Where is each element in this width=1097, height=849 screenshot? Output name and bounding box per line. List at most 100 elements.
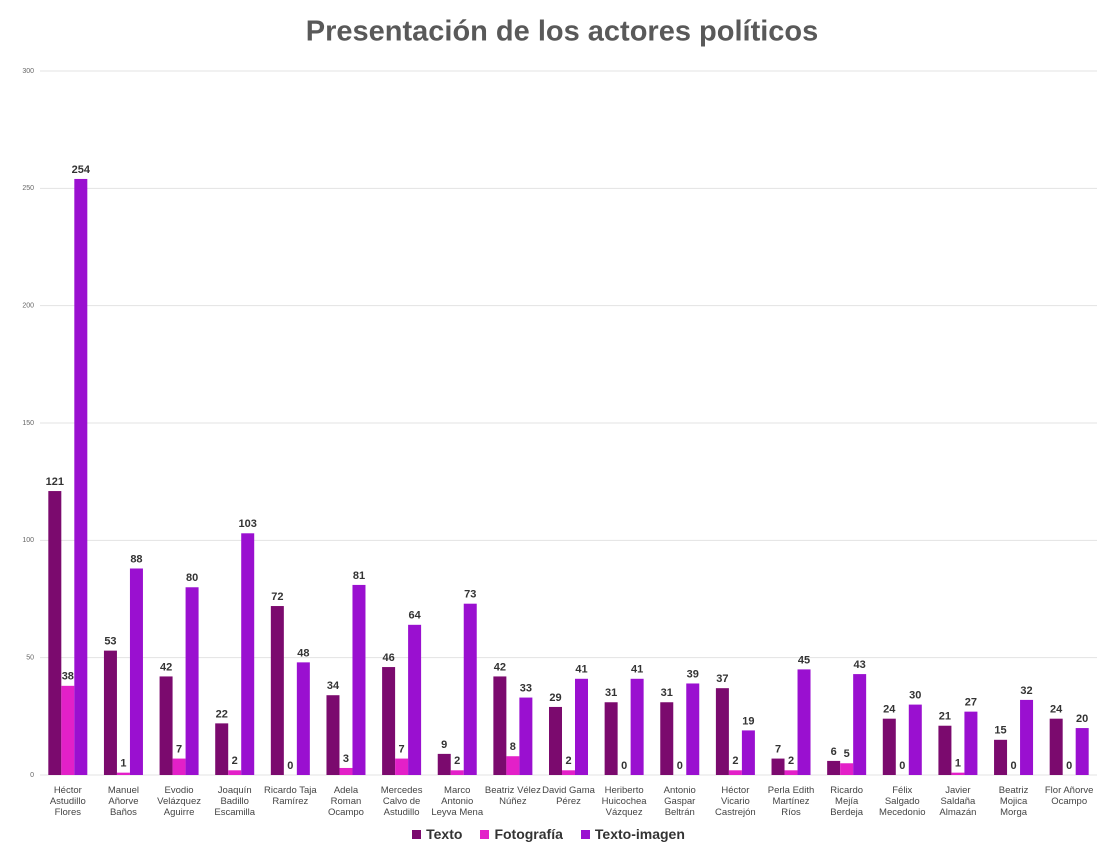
bar	[964, 711, 978, 775]
data-label: 29	[549, 692, 561, 704]
data-label: 15	[994, 725, 1006, 737]
legend-item: Texto	[412, 826, 462, 842]
bar	[463, 603, 477, 775]
bar	[326, 695, 340, 775]
x-tick-label: Beatriz Mojica Morga	[998, 785, 1029, 818]
data-label: 6	[831, 746, 837, 758]
bar	[296, 662, 310, 775]
legend-label: Texto	[426, 826, 463, 842]
legend: Texto Fotografía Texto-imagen	[0, 826, 1097, 842]
bar	[172, 758, 186, 775]
x-tick-label: Marco Antonio Leyva Mena	[431, 785, 484, 818]
bar	[840, 763, 854, 775]
data-label: 81	[353, 570, 365, 582]
data-label: 22	[216, 708, 228, 720]
x-tick-label: Perla Edith Martínez Ríos	[767, 785, 815, 818]
bar	[938, 725, 952, 775]
data-label: 7	[399, 743, 405, 755]
y-tick-label: 250	[22, 185, 34, 192]
bar	[741, 730, 755, 775]
legend-swatch	[412, 830, 422, 839]
bar	[61, 685, 75, 775]
bar	[604, 702, 618, 775]
bar	[951, 772, 965, 775]
chart-title: Presentación de los actores políticos	[306, 16, 819, 48]
x-tick-label: David Gama Pérez	[542, 785, 595, 807]
x-tick-label: Javier Saldaña Almazán	[939, 785, 977, 818]
bar	[116, 772, 130, 775]
data-label: 64	[408, 610, 421, 622]
y-tick-label: 100	[22, 537, 34, 544]
data-label: 32	[1020, 685, 1032, 697]
data-label: 9	[441, 739, 447, 751]
data-label: 73	[464, 589, 476, 601]
bar	[994, 739, 1008, 775]
data-label: 88	[130, 553, 142, 565]
x-tick-label: Félix Salgado Mecedonio	[879, 785, 926, 818]
data-label: 3	[343, 753, 349, 765]
data-label: 0	[677, 760, 683, 772]
legend-swatch	[580, 830, 590, 839]
x-tick-label: Joaquín Badillo Escamilla	[214, 785, 256, 818]
data-label: 39	[687, 668, 699, 680]
bar	[1020, 699, 1034, 775]
bar	[519, 697, 533, 775]
bar	[549, 706, 562, 775]
data-label: 7	[176, 743, 182, 755]
bar	[408, 624, 422, 775]
bar	[129, 568, 143, 775]
bar	[882, 718, 896, 775]
bar	[827, 760, 841, 775]
data-label: 24	[1050, 704, 1063, 716]
data-label: 53	[104, 636, 116, 648]
bar	[1049, 718, 1063, 775]
data-label: 21	[939, 711, 951, 723]
data-label: 42	[494, 661, 506, 673]
data-label: 1	[955, 758, 961, 770]
x-tick-label: Heriberto Huicochea Vázquez	[601, 785, 647, 818]
x-tick-label: Ricardo Mejía Berdeja	[830, 785, 864, 818]
bar	[339, 767, 353, 775]
data-label: 20	[1076, 713, 1088, 725]
x-tick-label: Flor Añorve Ocampo	[1044, 785, 1094, 807]
bar	[715, 688, 729, 775]
data-label: 31	[605, 687, 617, 699]
bar	[797, 669, 811, 775]
bar	[159, 676, 173, 775]
data-label: 2	[732, 755, 738, 767]
data-label: 80	[186, 572, 198, 584]
data-label: 0	[1066, 760, 1072, 772]
x-tick-label: Manuel Añorve Baños	[107, 785, 140, 818]
y-tick-label: 0	[30, 772, 34, 779]
bar	[728, 770, 742, 775]
x-tick-label: Adela Roman Ocampo	[328, 785, 364, 818]
legend-item: Fotografía	[480, 826, 563, 842]
bar	[395, 758, 409, 775]
bar	[382, 667, 396, 775]
data-label: 7	[775, 743, 781, 755]
x-tick-label: Evodio Velázquez Aguirre	[157, 785, 201, 818]
data-label: 24	[883, 704, 896, 716]
data-label: 38	[62, 671, 74, 683]
data-label: 2	[232, 755, 238, 767]
x-tick-label: Mercedes Calvo de Astudillo	[380, 785, 423, 818]
data-label: 0	[1010, 760, 1016, 772]
bar	[241, 533, 255, 775]
data-label: 72	[271, 591, 283, 603]
legend-label: Fotografía	[494, 826, 563, 842]
data-label: 45	[798, 654, 810, 666]
bar	[74, 178, 88, 776]
data-label: 19	[742, 715, 754, 727]
x-tick-label: Antonio Gaspar Beltrán	[663, 785, 696, 818]
legend-label: Texto-imagen	[594, 826, 685, 842]
data-label: 121	[46, 476, 64, 488]
data-label: 48	[297, 647, 309, 659]
data-label: 41	[575, 664, 587, 676]
bar	[771, 758, 785, 775]
x-tick-label: Héctor Astudillo Flores	[49, 785, 86, 818]
bar	[853, 674, 867, 775]
data-label: 0	[899, 760, 905, 772]
bar	[908, 704, 922, 775]
bar	[270, 606, 284, 775]
